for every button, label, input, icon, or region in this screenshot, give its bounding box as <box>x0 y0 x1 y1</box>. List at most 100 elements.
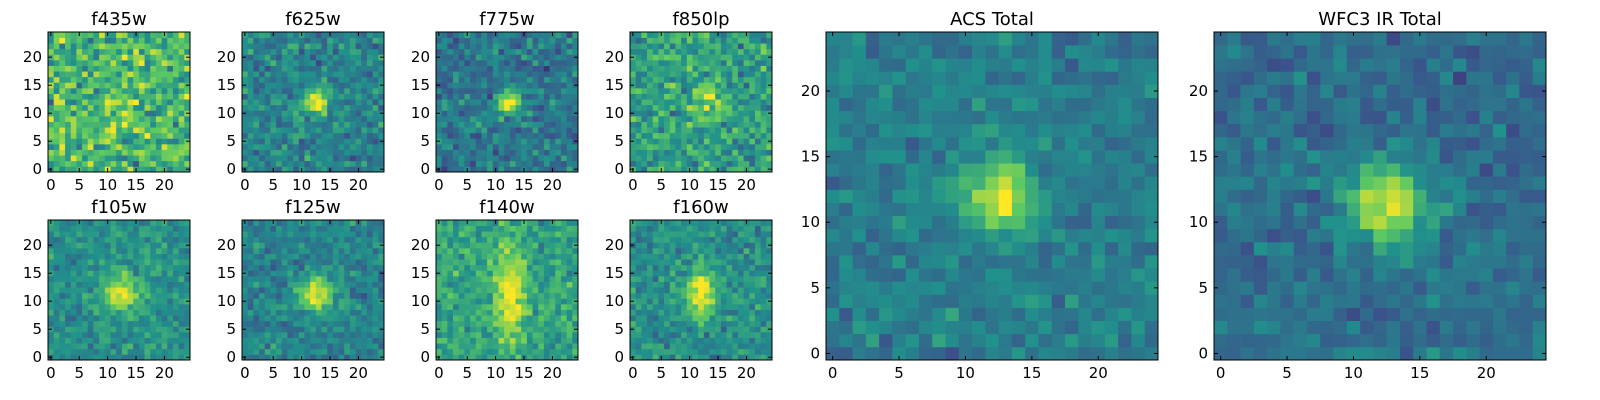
panel-f775w-xtick-label: 0 <box>434 176 444 194</box>
panel-f160w-cell <box>715 343 722 350</box>
panel-f775w-cell <box>453 82 460 89</box>
panel-f140w-ytick-label: 5 <box>420 320 430 338</box>
panel-f160w-cell <box>698 287 705 294</box>
panel-f850lp-cell <box>686 160 693 167</box>
panel-f160w-cell <box>760 326 767 333</box>
panel-f625w-cell <box>293 155 300 162</box>
panel-f125w-cell <box>264 276 271 282</box>
panel-f125w-cell <box>344 292 351 299</box>
panel-f125w-cell <box>281 326 288 333</box>
panel-f625w-cell <box>361 127 368 134</box>
panel-f125w-cell <box>293 337 300 344</box>
panel-f125w-cell <box>287 326 294 333</box>
panel-f775w-cell <box>481 37 488 44</box>
panel-f140w-cell <box>515 292 522 299</box>
panel-f850lp-cell <box>754 93 761 100</box>
panel-f625w-cell <box>293 138 300 145</box>
panel-f105w-cell <box>59 326 66 333</box>
panel-f850lp-cell <box>675 166 682 173</box>
panel-f160w-cell <box>647 315 654 322</box>
panel-f775w-cell <box>441 116 448 122</box>
panel-f625w-cell <box>355 116 362 122</box>
panel-f140w-cell <box>509 281 516 288</box>
panel-f775w-cell <box>481 93 488 100</box>
panel-f435w-cell <box>82 121 89 128</box>
panel-f435w-cell <box>59 155 66 162</box>
panel-f105w-cell <box>110 287 117 294</box>
panel-f105w-cell <box>150 304 157 310</box>
panel-f775w-cell <box>441 110 448 117</box>
panel-f625w-cell <box>247 155 254 162</box>
panel-f850lp-cell <box>766 48 773 55</box>
panel-f125w-cell <box>281 315 288 322</box>
panel-f775w-cell <box>549 43 556 50</box>
panel-f105w-cell <box>48 337 55 344</box>
panel-f125w-cell <box>327 242 334 249</box>
panel-f105w-cell <box>127 304 134 310</box>
panel-f160w-cell <box>715 337 722 344</box>
panel-f105w-cell <box>155 298 162 305</box>
panel-f105w-cell <box>53 298 60 305</box>
panel-f435w-cell <box>138 37 145 44</box>
panel-f775w-cell <box>504 60 511 66</box>
panel-f435w-cell <box>65 88 72 94</box>
panel-f435w-cell <box>127 48 134 55</box>
panel-f105w-cell <box>144 276 151 282</box>
panel-f105w-cell <box>167 259 174 266</box>
panel-f160w-cell <box>754 287 761 294</box>
panel-f850lp-cell <box>652 54 659 61</box>
panel-f105w-cell <box>167 309 174 316</box>
panel-f140w-cell <box>549 276 556 282</box>
panel-f105w-cell <box>121 264 128 271</box>
panel-f625w-xtick-label: 5 <box>268 176 278 194</box>
panel-f160w-cell <box>675 343 682 350</box>
panel-f625w-cell <box>327 43 334 50</box>
panel-f435w-cell <box>150 116 157 122</box>
panel-f435w-cell <box>121 32 128 38</box>
panel-f105w-cell <box>184 292 191 299</box>
panel-f140w-cell <box>464 315 471 322</box>
panel-f125w-cell <box>366 248 373 254</box>
panel-f435w-cell <box>48 160 55 167</box>
panel-f125w-cell <box>315 231 322 238</box>
panel-f160w-cell <box>715 309 722 316</box>
panel-f625w-cell <box>304 166 311 173</box>
panel-f160w-cell <box>630 287 637 294</box>
panel-f850lp-cell <box>766 37 773 44</box>
panel-f140w-cell <box>526 220 533 226</box>
panel-f140w-cell <box>572 348 579 355</box>
panel-f625w-cell <box>327 144 334 150</box>
panel-f160w-cell <box>630 281 637 288</box>
panel-f125w-cell <box>332 343 339 350</box>
panel-f850lp-cell <box>641 127 648 134</box>
panel-f625w-cell <box>349 88 356 94</box>
panel-f160w-cell <box>743 348 750 355</box>
panel-f435w-cell <box>167 54 174 61</box>
panel-f105w-cell <box>70 242 77 249</box>
panel-f435w-cell <box>110 110 117 117</box>
panel-f625w-cell <box>338 138 345 145</box>
panel-f625w-cell <box>247 132 254 139</box>
panel-f140w-cell <box>475 309 482 316</box>
panel-f140w-cell <box>555 259 562 266</box>
panel-f125w-cell <box>310 292 317 299</box>
panel-f435w-cell <box>70 54 77 61</box>
panel-f775w-cell <box>572 149 579 156</box>
panel-f160w-cell <box>749 292 756 299</box>
panel-f160w-cell <box>669 292 676 299</box>
panel-f105w-cell <box>144 270 151 277</box>
panel-f140w-cell <box>447 242 454 249</box>
panel-f850lp-cell <box>709 144 716 150</box>
panel-f435w-cell <box>87 60 94 66</box>
panel-f160w-cell <box>754 276 761 282</box>
panel-f435w-cell <box>87 82 94 89</box>
panel-f125w-cell <box>327 231 334 238</box>
panel-f625w-cell <box>338 160 345 167</box>
panel-f435w-cell <box>144 71 151 78</box>
panel-f125w-cell <box>338 276 345 282</box>
panel-f125w-cell <box>355 315 362 322</box>
panel-f160w-cell <box>720 276 727 282</box>
panel-f105w-cell <box>127 348 134 355</box>
panel-f125w-cell <box>270 298 277 305</box>
panel-f775w-cell <box>453 138 460 145</box>
